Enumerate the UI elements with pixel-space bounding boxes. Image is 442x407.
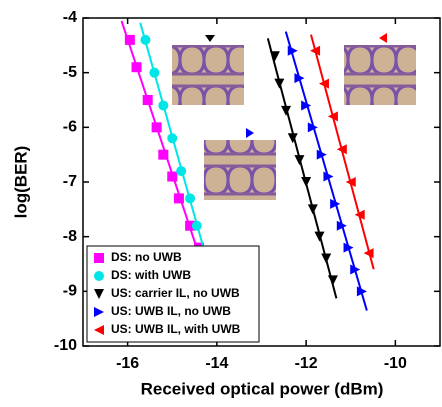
legend-label: US: UWB IL, with UWB	[111, 322, 241, 336]
marker	[140, 35, 150, 45]
marker	[281, 106, 291, 116]
marker	[185, 193, 195, 203]
eye-diagram	[204, 140, 276, 200]
y-tick-label: -6	[63, 119, 77, 136]
marker	[321, 254, 331, 264]
legend: DS: no UWB DS: with UWB US: carrier IL, no…	[87, 246, 259, 342]
marker	[152, 122, 162, 132]
marker	[176, 166, 186, 176]
marker	[167, 133, 177, 143]
y-axis-label: log(BER)	[11, 146, 30, 219]
marker	[192, 221, 202, 231]
inset-marker	[246, 128, 254, 138]
marker	[294, 155, 304, 165]
legend-label: US: UWB IL, no UWB	[111, 304, 231, 318]
inset-marker	[379, 33, 387, 43]
marker	[158, 150, 168, 160]
marker	[149, 68, 159, 78]
marker	[288, 133, 298, 143]
marker	[132, 62, 142, 72]
x-axis-label: Received optical power (dBm)	[141, 379, 384, 398]
marker	[301, 177, 311, 187]
x-tick-label: -12	[295, 355, 318, 372]
y-tick-label: -8	[63, 228, 77, 245]
marker	[174, 193, 184, 203]
eye-diagram	[344, 45, 416, 105]
marker	[315, 232, 325, 242]
marker	[308, 204, 318, 214]
marker	[143, 95, 153, 105]
marker	[270, 51, 280, 61]
y-tick-label: -9	[63, 283, 77, 300]
y-tick-label: -7	[63, 173, 77, 190]
inset-marker	[205, 35, 215, 42]
y-tick-label: -4	[63, 9, 77, 26]
marker	[94, 253, 104, 263]
marker	[274, 79, 284, 89]
legend-label: DS: no UWB	[111, 250, 182, 264]
marker	[167, 172, 177, 182]
legend-label: US: carrier IL, no UWB	[111, 286, 240, 300]
legend-label: DS: with UWB	[111, 268, 191, 282]
y-tick-label: -10	[54, 337, 77, 354]
marker	[94, 271, 104, 281]
x-tick-label: -14	[205, 355, 228, 372]
marker	[158, 100, 168, 110]
eye-diagram	[172, 45, 244, 105]
x-tick-label: -10	[384, 355, 407, 372]
x-tick-label: -16	[116, 355, 139, 372]
marker	[125, 35, 135, 45]
y-tick-label: -5	[63, 64, 77, 81]
chart: Received optical power (dBm) log(BER) -1…	[0, 0, 442, 402]
marker	[328, 275, 338, 285]
